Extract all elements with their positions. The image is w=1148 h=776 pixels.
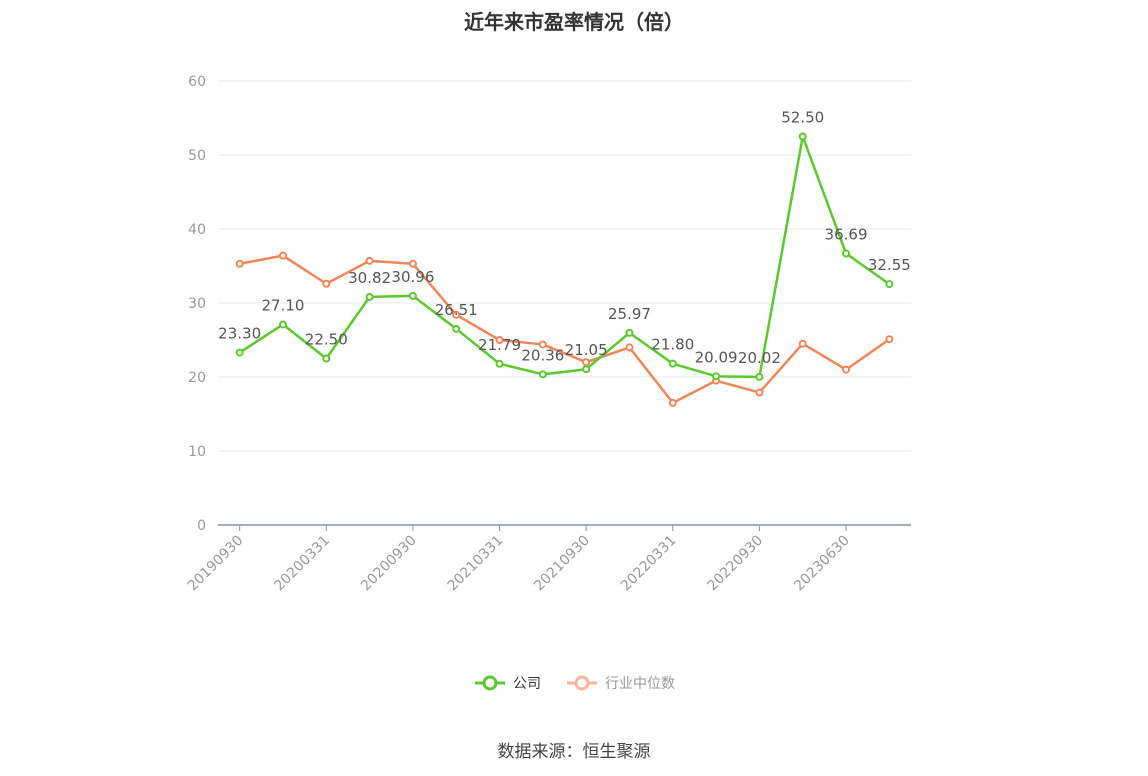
- x-tick-label: 20190930: [185, 533, 247, 595]
- grid-lines: [218, 80, 911, 452]
- data-point-company: [365, 292, 374, 301]
- data-point-company: [235, 348, 244, 357]
- data-label: 20.36: [521, 346, 564, 364]
- data-point-industry: [625, 343, 634, 352]
- data-point-company: [278, 320, 287, 329]
- data-point-industry: [885, 335, 894, 344]
- series-group: [235, 132, 894, 407]
- y-tick-label: 30: [188, 296, 206, 312]
- source-note: 数据来源：恒生聚源: [497, 742, 651, 762]
- y-tick-label: 10: [188, 444, 206, 460]
- data-point-industry: [842, 365, 851, 374]
- data-point-industry: [278, 251, 287, 260]
- y-tick-label: 20: [188, 370, 206, 386]
- data-label: 22.50: [305, 331, 348, 349]
- x-tick-label: 20230630: [791, 533, 853, 595]
- x-axis: 20190930 20200331 20200930 20210331 20210930…: [185, 524, 911, 595]
- data-label: 52.50: [781, 109, 824, 127]
- data-label: 21.80: [651, 336, 694, 354]
- data-label: 21.79: [478, 336, 521, 354]
- data-label: 25.97: [608, 305, 651, 323]
- data-point-industry: [495, 336, 504, 344]
- x-tick-label: 20220331: [618, 533, 680, 595]
- legend-item-industry[interactable]: 行业中位数: [565, 673, 675, 693]
- data-point-company: [668, 359, 677, 368]
- data-label: 20.02: [738, 349, 781, 367]
- data-point-industry: [798, 339, 807, 348]
- legend-marker-company: [475, 675, 505, 691]
- legend-label-company: 公司: [513, 676, 541, 692]
- data-point-industry: [408, 259, 417, 268]
- y-tick-label: 60: [188, 74, 206, 90]
- y-axis: 0 10 20 30 40 50 60: [188, 74, 206, 534]
- data-point-company: [538, 370, 547, 379]
- x-tick-label: 20220930: [705, 533, 767, 595]
- data-point-company: [712, 372, 721, 381]
- legend-label-industry: 行业中位数: [605, 676, 675, 692]
- data-label: 26.51: [435, 301, 478, 319]
- x-tick-label: 20210331: [445, 533, 507, 595]
- data-label: 20.09: [695, 348, 738, 366]
- data-point-industry: [322, 279, 331, 288]
- data-label: 30.96: [391, 268, 434, 286]
- data-point-industry: [452, 310, 461, 319]
- data-point-company: [625, 328, 634, 337]
- data-label: 23.30: [218, 325, 261, 343]
- data-point-company: [322, 354, 331, 363]
- y-tick-label: 50: [188, 148, 206, 164]
- y-tick-label: 0: [197, 518, 206, 534]
- data-label: 32.55: [868, 256, 911, 274]
- legend-item-company[interactable]: 公司: [473, 673, 541, 693]
- data-point-industry: [538, 340, 547, 349]
- y-tick-label: 40: [188, 222, 206, 238]
- data-point-industry: [365, 256, 374, 265]
- chart-title: 近年来市盈率情况（倍）: [464, 10, 684, 34]
- data-point-company: [755, 372, 764, 381]
- data-point-industry: [235, 259, 244, 268]
- data-point-industry: [755, 388, 764, 397]
- data-point-industry: [582, 358, 591, 367]
- data-point-company: [495, 359, 504, 368]
- x-tick-label: 20200930: [358, 533, 420, 595]
- series-line-company: [238, 135, 891, 379]
- x-tick-label: 20210930: [531, 533, 593, 595]
- data-label: 21.05: [565, 341, 608, 359]
- data-label: 30.82: [348, 269, 391, 287]
- series-line-industry: [239, 254, 891, 405]
- data-point-company: [582, 365, 591, 374]
- data-label: 27.10: [261, 296, 304, 314]
- data-point-company: [452, 324, 461, 333]
- data-point-industry: [668, 398, 677, 407]
- data-label: 36.69: [825, 225, 868, 243]
- data-point-company: [842, 249, 851, 258]
- legend: 公司 行业中位数: [0, 673, 1148, 693]
- data-point-company: [408, 291, 417, 300]
- x-tick-label: 20200331: [271, 533, 333, 595]
- legend-marker-industry: [567, 675, 597, 691]
- data-point-company: [798, 132, 807, 141]
- data-point-company: [885, 280, 894, 289]
